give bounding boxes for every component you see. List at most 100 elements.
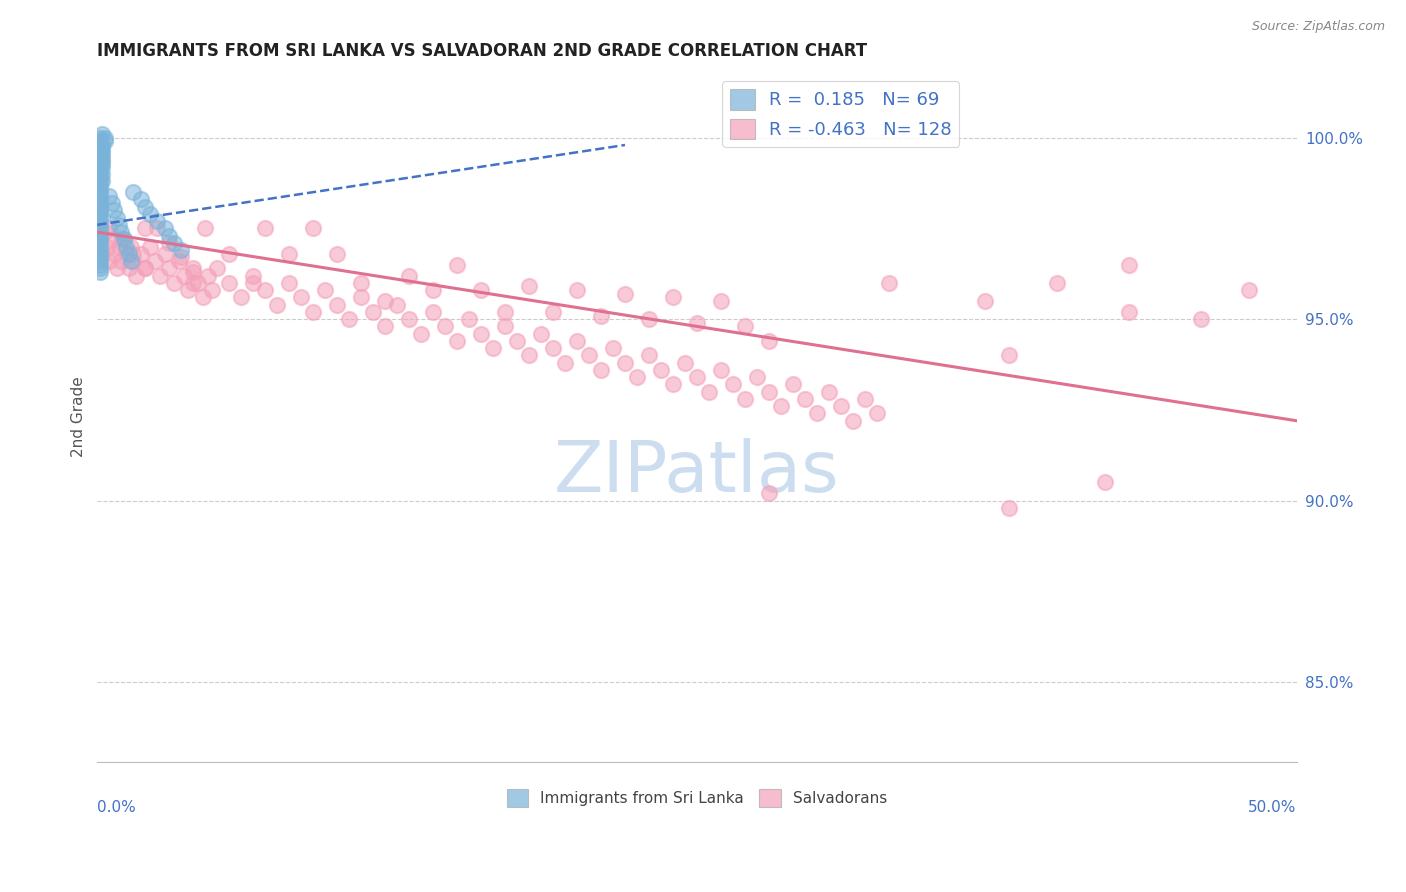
Point <box>782 377 804 392</box>
Point <box>89 203 111 218</box>
Point <box>422 283 444 297</box>
Point <box>91 167 114 181</box>
Point <box>89 163 111 178</box>
Point <box>997 500 1019 515</box>
Point <box>734 392 756 406</box>
Point <box>614 356 637 370</box>
Point <box>398 312 420 326</box>
Point <box>89 232 111 246</box>
Point <box>110 232 132 246</box>
Point <box>89 218 111 232</box>
Point <box>326 247 349 261</box>
Point <box>89 254 111 268</box>
Point <box>91 145 114 160</box>
Point <box>103 247 125 261</box>
Point <box>91 149 114 163</box>
Point <box>110 254 132 268</box>
Text: IMMIGRANTS FROM SRI LANKA VS SALVADORAN 2ND GRADE CORRELATION CHART: IMMIGRANTS FROM SRI LANKA VS SALVADORAN … <box>97 42 868 60</box>
Point <box>157 235 180 250</box>
Point <box>93 225 115 239</box>
Point <box>91 153 114 167</box>
Point <box>191 290 214 304</box>
Point <box>662 377 685 392</box>
Point <box>122 185 145 199</box>
Point <box>1094 475 1116 490</box>
Point <box>120 254 142 268</box>
Point <box>103 203 125 218</box>
Point <box>91 127 114 141</box>
Point <box>1237 283 1260 297</box>
Point <box>143 254 166 268</box>
Point <box>278 276 301 290</box>
Point <box>554 356 576 370</box>
Point <box>187 276 209 290</box>
Point <box>842 414 865 428</box>
Point <box>710 363 733 377</box>
Point <box>638 348 661 362</box>
Point <box>290 290 312 304</box>
Point <box>89 188 111 202</box>
Point <box>278 247 301 261</box>
Point <box>93 134 115 148</box>
Point <box>108 218 131 232</box>
Point <box>93 130 115 145</box>
Point <box>758 486 780 500</box>
Point <box>541 341 564 355</box>
Point <box>973 293 995 308</box>
Point <box>650 363 672 377</box>
Point <box>194 221 217 235</box>
Point <box>129 193 152 207</box>
Point <box>89 232 111 246</box>
Point <box>120 239 142 253</box>
Point <box>806 407 828 421</box>
Point <box>89 134 111 148</box>
Point <box>91 138 114 153</box>
Point <box>163 276 186 290</box>
Point <box>530 326 553 341</box>
Point <box>89 221 111 235</box>
Point <box>170 244 193 258</box>
Point <box>266 298 288 312</box>
Point <box>446 258 468 272</box>
Point <box>112 232 135 246</box>
Point <box>638 312 661 326</box>
Point <box>117 261 139 276</box>
Point <box>494 319 516 334</box>
Point <box>89 258 111 272</box>
Point <box>89 174 111 188</box>
Point <box>181 276 204 290</box>
Point <box>458 312 481 326</box>
Point <box>129 247 152 261</box>
Point <box>337 312 360 326</box>
Text: ZIPatlas: ZIPatlas <box>554 438 839 507</box>
Point <box>117 247 139 261</box>
Point <box>374 319 396 334</box>
Point <box>96 239 118 253</box>
Point <box>89 251 111 265</box>
Point <box>254 221 277 235</box>
Point <box>710 293 733 308</box>
Point <box>89 138 111 153</box>
Point <box>177 283 200 297</box>
Point <box>89 178 111 192</box>
Point <box>207 261 229 276</box>
Point <box>89 200 111 214</box>
Point <box>793 392 815 406</box>
Point <box>302 305 325 319</box>
Point <box>89 156 111 170</box>
Point <box>153 221 176 235</box>
Point <box>517 279 540 293</box>
Point <box>374 293 396 308</box>
Point <box>89 265 111 279</box>
Point <box>125 268 148 283</box>
Point <box>877 276 900 290</box>
Point <box>218 247 240 261</box>
Point <box>91 160 114 174</box>
Point <box>181 261 204 276</box>
Point <box>350 290 373 304</box>
Point <box>105 261 128 276</box>
Point <box>89 145 111 160</box>
Point <box>1189 312 1212 326</box>
Point <box>411 326 433 341</box>
Point <box>446 334 468 348</box>
